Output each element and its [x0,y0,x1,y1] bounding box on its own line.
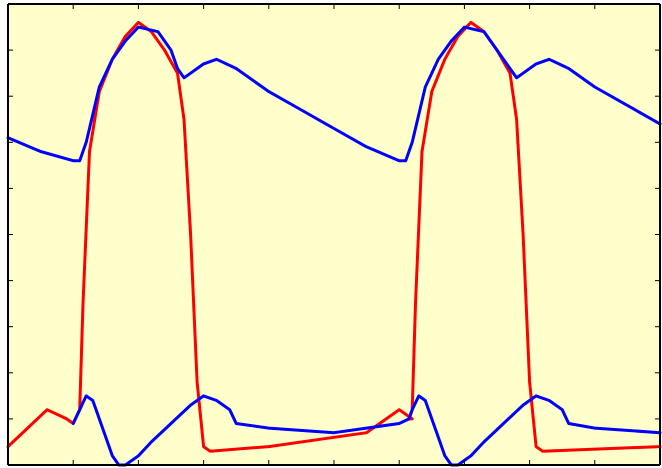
series-line-3 [71,394,662,467]
series-line-2 [6,25,662,163]
plot-background [8,4,660,465]
series-layer [6,20,662,467]
